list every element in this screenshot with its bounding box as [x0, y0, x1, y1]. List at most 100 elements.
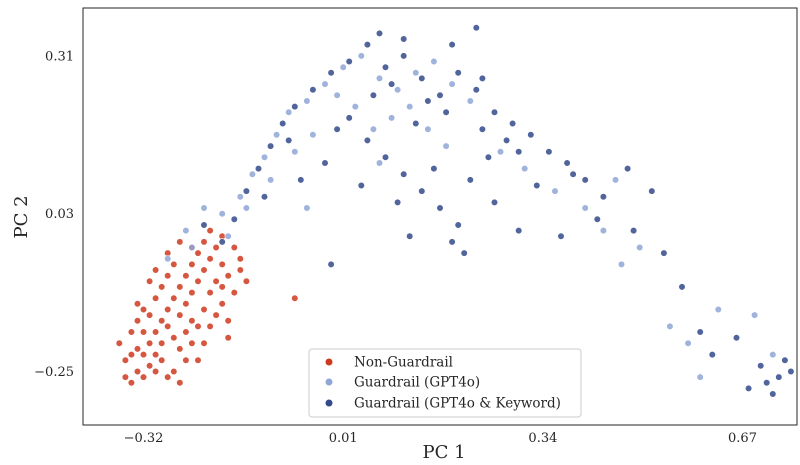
point-series-1-40	[696, 373, 704, 381]
y-axis-label: PC 2	[11, 195, 32, 238]
point-series-1-3	[218, 210, 226, 218]
point-series-0-38	[152, 351, 160, 359]
point-series-1-20	[369, 125, 378, 133]
point-series-0-33	[115, 339, 123, 347]
point-series-2-0	[200, 221, 208, 229]
point-series-0-57	[158, 356, 166, 364]
point-series-2-72	[460, 249, 468, 257]
point-series-2-54	[623, 165, 632, 173]
point-series-0-69	[206, 322, 214, 331]
point-series-0-53	[200, 339, 208, 347]
point-series-2-70	[327, 260, 335, 269]
point-series-1-27	[242, 204, 250, 212]
point-series-2-77	[472, 24, 480, 32]
point-series-2-52	[569, 170, 577, 178]
point-series-0-23	[176, 345, 184, 353]
point-series-0-77	[291, 294, 299, 302]
point-series-1-19	[351, 102, 359, 111]
point-series-2-69	[406, 232, 414, 240]
point-series-2-31	[454, 221, 462, 229]
point-series-0-41	[170, 260, 178, 269]
point-series-2-23	[581, 176, 589, 184]
point-series-2-47	[260, 193, 269, 201]
point-series-2-53	[593, 215, 601, 223]
point-series-0-12	[200, 238, 208, 246]
point-series-2-73	[515, 227, 523, 235]
point-series-1-28	[224, 232, 232, 240]
point-series-0-46	[200, 266, 208, 274]
point-series-2-1	[218, 238, 226, 246]
point-series-1-18	[466, 97, 474, 105]
point-series-0-43	[182, 300, 190, 308]
point-series-0-68	[224, 334, 232, 342]
point-series-2-40	[442, 108, 450, 116]
point-series-1-4	[236, 193, 244, 201]
point-series-1-22	[291, 148, 299, 156]
point-series-2-25	[345, 114, 353, 122]
point-series-0-3	[146, 339, 154, 347]
point-series-0-35	[133, 317, 142, 325]
point-series-0-40	[164, 272, 172, 280]
point-series-2-24	[599, 193, 608, 201]
point-series-0-62	[176, 238, 184, 246]
point-series-2-64	[775, 373, 783, 381]
point-series-0-45	[194, 277, 202, 285]
point-series-0-39	[158, 339, 166, 347]
ticks-layer: −0.32 0.01 0.34 0.67 −0.25 0.03 0.31	[34, 49, 757, 446]
point-series-2-18	[490, 108, 499, 116]
point-series-1-46	[442, 142, 450, 150]
legend-label-guardrail-gpt4o-keyword: Guardrail (GPT4o & Keyword)	[354, 396, 561, 412]
point-series-2-75	[478, 74, 487, 82]
point-series-0-72	[164, 373, 172, 381]
point-series-2-12	[381, 63, 390, 71]
point-series-2-56	[629, 227, 638, 235]
x-tick-label-2: 0.34	[528, 431, 557, 446]
point-series-2-20	[527, 131, 535, 139]
legend-marker-guardrail-gpt4o	[325, 378, 333, 386]
point-series-2-63	[763, 379, 771, 387]
point-series-1-33	[581, 204, 589, 212]
point-series-0-10	[188, 260, 196, 269]
point-series-2-68	[787, 367, 795, 376]
point-series-1-8	[285, 108, 293, 116]
point-series-2-76	[448, 40, 456, 49]
point-series-0-71	[176, 379, 184, 387]
point-series-1-9	[303, 97, 311, 105]
point-series-0-16	[133, 345, 142, 353]
point-series-2-48	[357, 181, 365, 190]
point-series-1-2	[200, 204, 208, 212]
point-series-1-31	[521, 165, 529, 173]
point-series-2-37	[503, 136, 511, 144]
point-series-1-39	[684, 339, 692, 347]
point-series-2-44	[424, 97, 432, 105]
point-series-1-12	[357, 52, 365, 60]
point-series-0-4	[152, 328, 160, 336]
point-series-2-7	[291, 102, 299, 111]
point-series-1-5	[248, 170, 256, 178]
point-series-0-29	[212, 277, 220, 285]
point-series-0-8	[176, 283, 184, 291]
legend-marker-guardrail-gpt4o-keyword	[325, 399, 333, 407]
point-series-0-74	[121, 373, 129, 381]
point-series-2-45	[333, 125, 341, 133]
point-series-0-32	[121, 356, 129, 364]
point-series-1-11	[339, 63, 347, 71]
point-series-2-39	[412, 119, 420, 128]
point-series-1-24	[388, 114, 396, 122]
point-series-0-11	[194, 249, 202, 257]
point-series-2-4	[254, 165, 263, 173]
point-series-0-26	[194, 322, 202, 331]
point-series-2-60	[708, 351, 716, 359]
point-series-1-44	[303, 204, 311, 212]
point-series-0-27	[200, 305, 208, 314]
point-series-1-7	[273, 131, 281, 139]
point-series-0-1	[133, 367, 142, 376]
point-series-2-27	[381, 153, 390, 161]
point-series-2-34	[394, 198, 402, 206]
point-series-0-7	[170, 294, 178, 302]
point-series-2-49	[430, 165, 438, 173]
point-series-0-13	[206, 227, 214, 235]
point-series-0-2	[139, 351, 148, 359]
point-series-1-25	[406, 102, 414, 111]
